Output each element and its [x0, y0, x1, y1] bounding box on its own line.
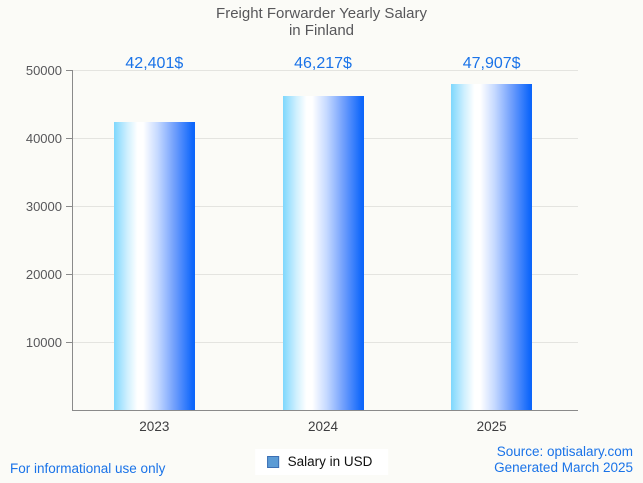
bar-value-label: 47,907$ — [462, 55, 521, 72]
legend-item[interactable]: Salary in USD — [254, 449, 389, 475]
bar-value-label: 42,401$ — [125, 55, 184, 72]
bar-2023[interactable] — [113, 121, 195, 410]
y-axis-label: 30000 — [25, 199, 62, 214]
y-axis-line — [72, 70, 73, 410]
y-axis-label: 10000 — [25, 335, 62, 350]
source-attribution: Source: optisalary.com Generated March 2… — [494, 444, 633, 475]
y-axis-tick — [66, 138, 72, 139]
disclaimer-text: For informational use only — [10, 461, 166, 476]
source-line: Source: optisalary.com — [496, 444, 633, 459]
x-axis-label: 2025 — [476, 419, 507, 434]
bar-2025[interactable] — [451, 84, 533, 410]
generated-line: Generated March 2025 — [494, 459, 633, 475]
y-axis-tick — [66, 274, 72, 275]
bar-value-label: 46,217$ — [294, 55, 352, 72]
x-axis-label: 2024 — [307, 419, 339, 434]
y-axis-label: 40000 — [25, 131, 62, 146]
y-axis-label: 20000 — [25, 267, 62, 282]
y-axis-tick — [66, 70, 72, 71]
bar-2024[interactable] — [282, 95, 364, 410]
y-axis-label: 50000 — [25, 63, 62, 78]
legend-square-icon — [266, 455, 279, 468]
x-axis-line — [72, 410, 578, 411]
x-axis-label: 2023 — [139, 419, 170, 434]
gridline — [72, 70, 578, 71]
y-axis-tick — [66, 206, 72, 207]
y-axis-tick — [66, 342, 72, 343]
chart-title: Freight Forwarder Yearly Salary in Finla… — [0, 5, 643, 39]
chart-title-line2: in Finland — [288, 22, 355, 39]
chart-title-line1: Freight Forwarder Yearly Salary — [216, 5, 427, 22]
legend-label: Salary in USD — [287, 454, 373, 469]
